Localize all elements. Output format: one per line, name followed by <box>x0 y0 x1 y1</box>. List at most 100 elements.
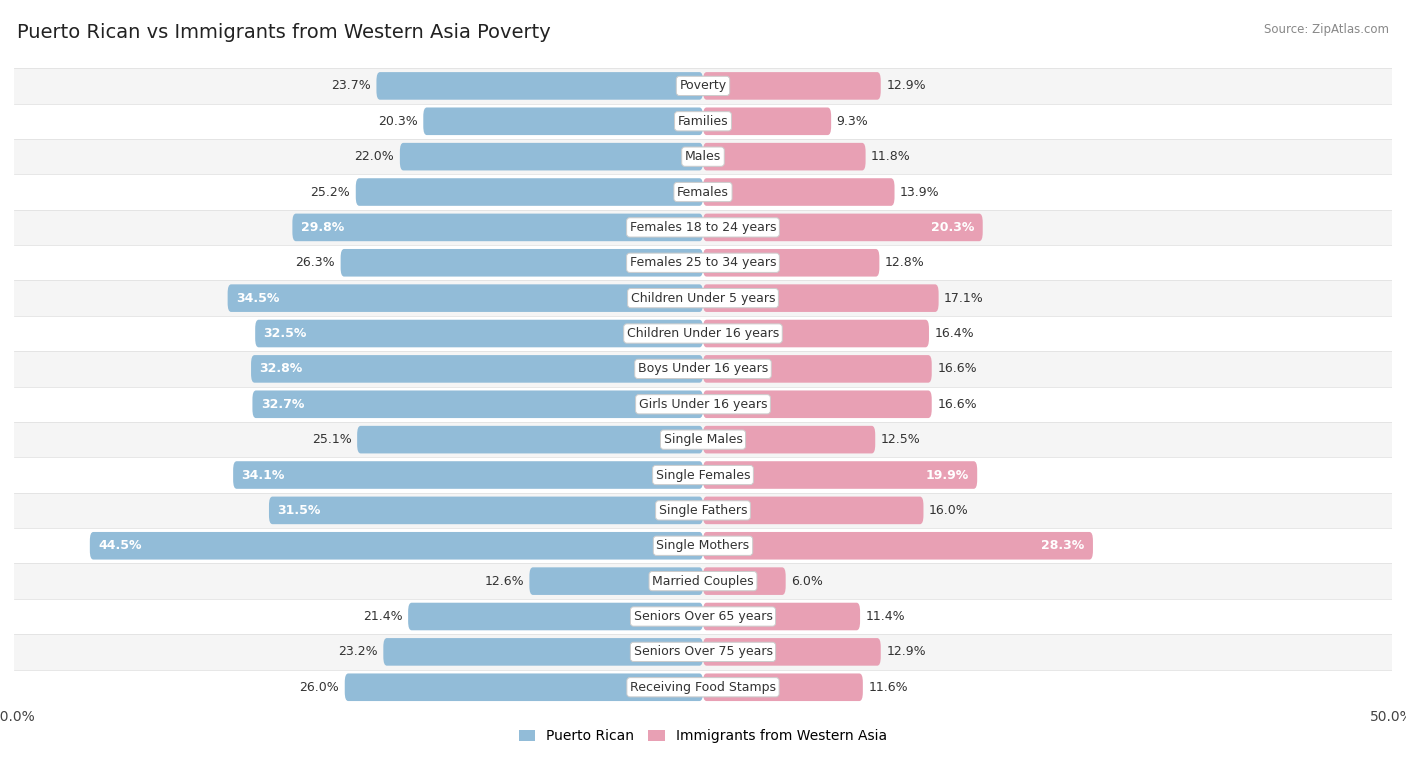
Text: Puerto Rican vs Immigrants from Western Asia Poverty: Puerto Rican vs Immigrants from Western … <box>17 23 551 42</box>
FancyBboxPatch shape <box>703 638 880 666</box>
Text: 16.6%: 16.6% <box>938 398 977 411</box>
FancyBboxPatch shape <box>703 249 879 277</box>
Text: 26.0%: 26.0% <box>299 681 339 694</box>
FancyBboxPatch shape <box>703 673 863 701</box>
Bar <box>14 422 1392 457</box>
FancyBboxPatch shape <box>703 284 939 312</box>
FancyBboxPatch shape <box>357 426 703 453</box>
FancyBboxPatch shape <box>377 72 703 100</box>
FancyBboxPatch shape <box>703 603 860 631</box>
Text: 20.3%: 20.3% <box>378 114 418 128</box>
FancyBboxPatch shape <box>423 108 703 135</box>
FancyBboxPatch shape <box>252 355 703 383</box>
Text: 21.4%: 21.4% <box>363 610 402 623</box>
Text: 26.3%: 26.3% <box>295 256 335 269</box>
Text: 16.0%: 16.0% <box>929 504 969 517</box>
Text: Married Couples: Married Couples <box>652 575 754 587</box>
Bar <box>14 563 1392 599</box>
Bar <box>14 634 1392 669</box>
FancyBboxPatch shape <box>703 214 983 241</box>
Text: 12.9%: 12.9% <box>886 645 927 659</box>
Text: 12.5%: 12.5% <box>880 433 921 446</box>
Bar <box>14 528 1392 563</box>
FancyBboxPatch shape <box>703 108 831 135</box>
FancyBboxPatch shape <box>703 143 866 171</box>
Legend: Puerto Rican, Immigrants from Western Asia: Puerto Rican, Immigrants from Western As… <box>513 724 893 749</box>
Bar <box>14 68 1392 104</box>
Text: Children Under 16 years: Children Under 16 years <box>627 327 779 340</box>
Text: 23.2%: 23.2% <box>339 645 378 659</box>
Text: Females 25 to 34 years: Females 25 to 34 years <box>630 256 776 269</box>
Text: 25.1%: 25.1% <box>312 433 352 446</box>
Text: 34.5%: 34.5% <box>236 292 280 305</box>
FancyBboxPatch shape <box>253 390 703 418</box>
FancyBboxPatch shape <box>703 178 894 206</box>
Text: 22.0%: 22.0% <box>354 150 394 163</box>
Text: Seniors Over 65 years: Seniors Over 65 years <box>634 610 772 623</box>
Bar <box>14 387 1392 422</box>
FancyBboxPatch shape <box>703 320 929 347</box>
Text: 32.5%: 32.5% <box>263 327 307 340</box>
FancyBboxPatch shape <box>703 390 932 418</box>
Bar <box>14 669 1392 705</box>
Text: Source: ZipAtlas.com: Source: ZipAtlas.com <box>1264 23 1389 36</box>
FancyBboxPatch shape <box>530 567 703 595</box>
FancyBboxPatch shape <box>703 72 880 100</box>
Bar <box>14 493 1392 528</box>
Text: 34.1%: 34.1% <box>242 468 285 481</box>
FancyBboxPatch shape <box>256 320 703 347</box>
FancyBboxPatch shape <box>292 214 703 241</box>
Text: Single Mothers: Single Mothers <box>657 539 749 553</box>
Text: 11.6%: 11.6% <box>869 681 908 694</box>
Text: Males: Males <box>685 150 721 163</box>
Text: 23.7%: 23.7% <box>332 80 371 92</box>
Text: 16.6%: 16.6% <box>938 362 977 375</box>
Text: Boys Under 16 years: Boys Under 16 years <box>638 362 768 375</box>
FancyBboxPatch shape <box>703 355 932 383</box>
Text: Children Under 5 years: Children Under 5 years <box>631 292 775 305</box>
Text: Seniors Over 75 years: Seniors Over 75 years <box>634 645 772 659</box>
Text: Poverty: Poverty <box>679 80 727 92</box>
FancyBboxPatch shape <box>269 496 703 525</box>
FancyBboxPatch shape <box>90 532 703 559</box>
Bar <box>14 351 1392 387</box>
FancyBboxPatch shape <box>344 673 703 701</box>
Bar <box>14 599 1392 634</box>
Text: 32.7%: 32.7% <box>260 398 304 411</box>
FancyBboxPatch shape <box>703 567 786 595</box>
FancyBboxPatch shape <box>228 284 703 312</box>
FancyBboxPatch shape <box>408 603 703 631</box>
Text: 11.4%: 11.4% <box>866 610 905 623</box>
FancyBboxPatch shape <box>233 461 703 489</box>
Text: Single Males: Single Males <box>664 433 742 446</box>
Text: 6.0%: 6.0% <box>792 575 823 587</box>
Bar <box>14 104 1392 139</box>
Bar <box>14 174 1392 210</box>
Bar <box>14 245 1392 280</box>
FancyBboxPatch shape <box>340 249 703 277</box>
Bar <box>14 139 1392 174</box>
Text: Single Fathers: Single Fathers <box>659 504 747 517</box>
FancyBboxPatch shape <box>399 143 703 171</box>
Text: 13.9%: 13.9% <box>900 186 939 199</box>
Text: Families: Families <box>678 114 728 128</box>
Text: Females 18 to 24 years: Females 18 to 24 years <box>630 221 776 234</box>
FancyBboxPatch shape <box>356 178 703 206</box>
FancyBboxPatch shape <box>384 638 703 666</box>
Bar <box>14 280 1392 316</box>
FancyBboxPatch shape <box>703 461 977 489</box>
Text: 44.5%: 44.5% <box>98 539 142 553</box>
Text: 9.3%: 9.3% <box>837 114 869 128</box>
Text: Females: Females <box>678 186 728 199</box>
Bar <box>14 316 1392 351</box>
Text: 29.8%: 29.8% <box>301 221 344 234</box>
Text: 28.3%: 28.3% <box>1042 539 1084 553</box>
FancyBboxPatch shape <box>703 496 924 525</box>
Text: Receiving Food Stamps: Receiving Food Stamps <box>630 681 776 694</box>
FancyBboxPatch shape <box>703 532 1092 559</box>
Text: 11.8%: 11.8% <box>872 150 911 163</box>
Text: 16.4%: 16.4% <box>935 327 974 340</box>
Bar <box>14 457 1392 493</box>
Bar <box>14 210 1392 245</box>
Text: 12.6%: 12.6% <box>484 575 524 587</box>
